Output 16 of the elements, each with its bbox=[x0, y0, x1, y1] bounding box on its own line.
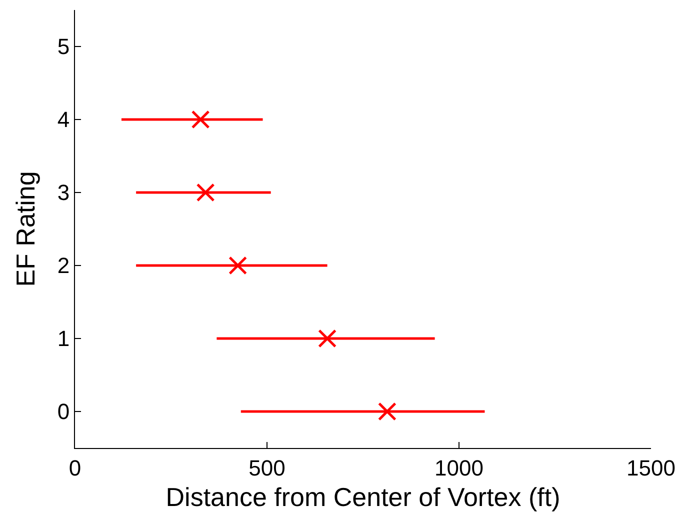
y-tick-label: 4 bbox=[57, 107, 70, 132]
point bbox=[228, 256, 248, 275]
point bbox=[318, 329, 337, 348]
point bbox=[191, 110, 210, 129]
x-axis-title: Distance from Center of Vortex (ft) bbox=[166, 482, 560, 512]
point bbox=[196, 183, 215, 202]
y-tick-label: 1 bbox=[57, 326, 70, 352]
x-tick-label: 1500 bbox=[626, 455, 676, 480]
y-tick-label: 5 bbox=[57, 34, 70, 60]
y-axis-title: EF Rating bbox=[10, 171, 41, 287]
y-tick-label: 3 bbox=[57, 180, 70, 206]
x-tick-label: 1000 bbox=[434, 455, 484, 480]
point bbox=[378, 402, 396, 421]
x-tick-label: 500 bbox=[248, 455, 286, 480]
y-tick-label: 2 bbox=[57, 253, 70, 278]
y-tick-label: 0 bbox=[57, 399, 70, 424]
